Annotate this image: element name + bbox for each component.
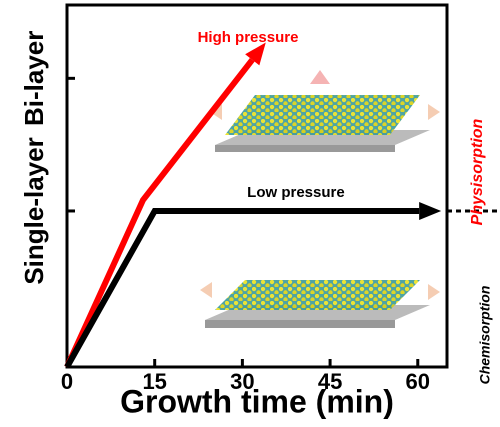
series-label: Low pressure bbox=[247, 184, 345, 201]
x-tick-label: 0 bbox=[61, 369, 73, 394]
x-tick-label: 15 bbox=[142, 369, 166, 394]
plot-frame bbox=[65, 3, 449, 369]
crystal-illustration bbox=[210, 70, 440, 152]
series-label: High pressure bbox=[198, 29, 299, 46]
arrow-head bbox=[419, 201, 442, 220]
y-tick-label: Bi-layer bbox=[19, 31, 49, 126]
x-axis-title: Growth time (min) bbox=[120, 383, 394, 419]
x-tick-label: 45 bbox=[318, 369, 342, 394]
x-tick-label: 60 bbox=[406, 369, 430, 394]
crystal-illustration bbox=[200, 280, 440, 328]
annotation: Chemisorption bbox=[477, 286, 493, 385]
y-tick-label: Single-layer bbox=[19, 137, 49, 284]
arrow-head bbox=[245, 42, 266, 66]
series-line bbox=[64, 207, 420, 369]
series-line bbox=[64, 57, 255, 369]
x-tick-label: 30 bbox=[230, 369, 254, 394]
annotation: Physisorption bbox=[469, 118, 486, 225]
